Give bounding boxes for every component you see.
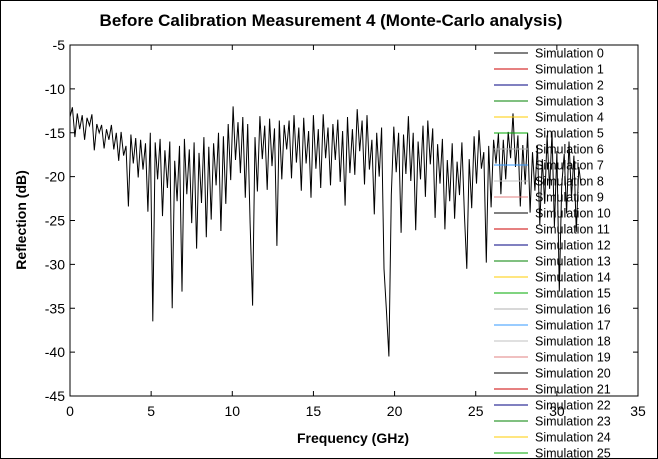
- x-tick-label: 35: [630, 403, 646, 419]
- x-tick-label: 0: [66, 403, 74, 419]
- legend-entry: Simulation 1: [535, 63, 604, 77]
- x-axis-label: Frequency (GHz): [297, 430, 409, 446]
- legend-entry: Simulation 23: [535, 415, 611, 429]
- legend-entry: Simulation 17: [535, 319, 611, 333]
- y-tick-label: -10: [45, 81, 65, 97]
- y-tick-label: -15: [45, 125, 65, 141]
- y-axis: -5 -10 -15 -20 -25 -30 -35 -40 -45: [45, 37, 638, 404]
- legend-entry: Simulation 9: [535, 191, 604, 205]
- y-tick-label: -40: [45, 344, 65, 360]
- x-tick-label: 20: [387, 403, 403, 419]
- y-tick-label: -20: [45, 169, 65, 185]
- legend-entry: Simulation 24: [535, 431, 611, 445]
- x-tick-label: 25: [468, 403, 484, 419]
- series-layer: [69, 106, 582, 357]
- y-axis-label: Reflection (dB): [13, 170, 29, 270]
- legend-entry: Simulation 21: [535, 383, 611, 397]
- x-tick-label: 10: [224, 403, 240, 419]
- y-tick-label: -35: [45, 300, 65, 316]
- plot-area: [69, 44, 639, 397]
- legend-entry: Simulation 11: [535, 223, 610, 237]
- legend: Simulation 0 Simulation 1 Simulation 2 Simu…: [494, 47, 611, 459]
- legend-entry: Simulation 12: [535, 239, 611, 253]
- legend-entry: Simulation 6: [535, 143, 604, 157]
- legend-entry: Simulation 14: [535, 271, 611, 285]
- legend-entry: Simulation 15: [535, 287, 611, 301]
- y-tick-label: -5: [53, 37, 66, 53]
- y-tick-label: -25: [45, 213, 65, 229]
- legend-entry: Simulation 10: [535, 207, 611, 221]
- y-tick-label: -45: [45, 388, 65, 404]
- legend-entry: Simulation 13: [535, 255, 611, 269]
- legend-entry: Simulation 4: [535, 111, 604, 125]
- legend-entry: Simulation 8: [535, 175, 604, 189]
- legend-entry: Simulation 16: [535, 303, 611, 317]
- series-line-simulation-0: [69, 106, 582, 357]
- legend-entry: Simulation 19: [535, 351, 611, 365]
- legend-entry: Simulation 0: [535, 47, 604, 61]
- x-tick-label: 30: [549, 403, 565, 419]
- legend-entry: Simulation 3: [535, 95, 604, 109]
- legend-entry: Simulation 22: [535, 399, 611, 413]
- legend-entry: Simulation 18: [535, 335, 611, 349]
- legend-entry: Simulation 25: [535, 447, 611, 459]
- x-axis: 0 5 10 15 20 25 30 35: [66, 45, 646, 419]
- chart-title: Before Calibration Measurement 4 (Monte-…: [100, 11, 563, 30]
- legend-entry: Simulation 7: [535, 159, 604, 173]
- x-tick-label: 15: [306, 403, 322, 419]
- x-tick-label: 5: [147, 403, 155, 419]
- legend-entry: Simulation 5: [535, 127, 604, 141]
- legend-entry: Simulation 2: [535, 79, 604, 93]
- legend-entry: Simulation 20: [535, 367, 611, 381]
- y-tick-label: -30: [45, 256, 65, 272]
